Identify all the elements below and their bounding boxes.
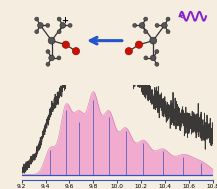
Circle shape — [144, 17, 148, 21]
Circle shape — [57, 17, 61, 21]
Circle shape — [38, 22, 43, 28]
Circle shape — [166, 17, 170, 21]
Circle shape — [155, 23, 159, 27]
Circle shape — [68, 23, 72, 27]
Circle shape — [57, 30, 61, 34]
Circle shape — [46, 50, 50, 54]
Circle shape — [60, 22, 66, 28]
Circle shape — [35, 17, 39, 21]
Circle shape — [150, 37, 157, 44]
Circle shape — [133, 23, 137, 27]
Circle shape — [49, 55, 54, 61]
Circle shape — [144, 56, 148, 60]
Text: +: + — [61, 16, 68, 25]
Circle shape — [161, 22, 167, 28]
Circle shape — [135, 41, 143, 48]
Circle shape — [46, 62, 50, 66]
Circle shape — [72, 48, 80, 55]
Circle shape — [57, 56, 61, 60]
Circle shape — [62, 41, 69, 48]
Circle shape — [125, 48, 132, 55]
Circle shape — [150, 55, 156, 61]
Circle shape — [139, 22, 145, 28]
Circle shape — [155, 62, 159, 66]
Circle shape — [35, 30, 39, 34]
Circle shape — [155, 50, 159, 54]
Circle shape — [144, 30, 148, 34]
Circle shape — [46, 23, 50, 27]
Circle shape — [48, 37, 55, 44]
Circle shape — [166, 30, 170, 34]
